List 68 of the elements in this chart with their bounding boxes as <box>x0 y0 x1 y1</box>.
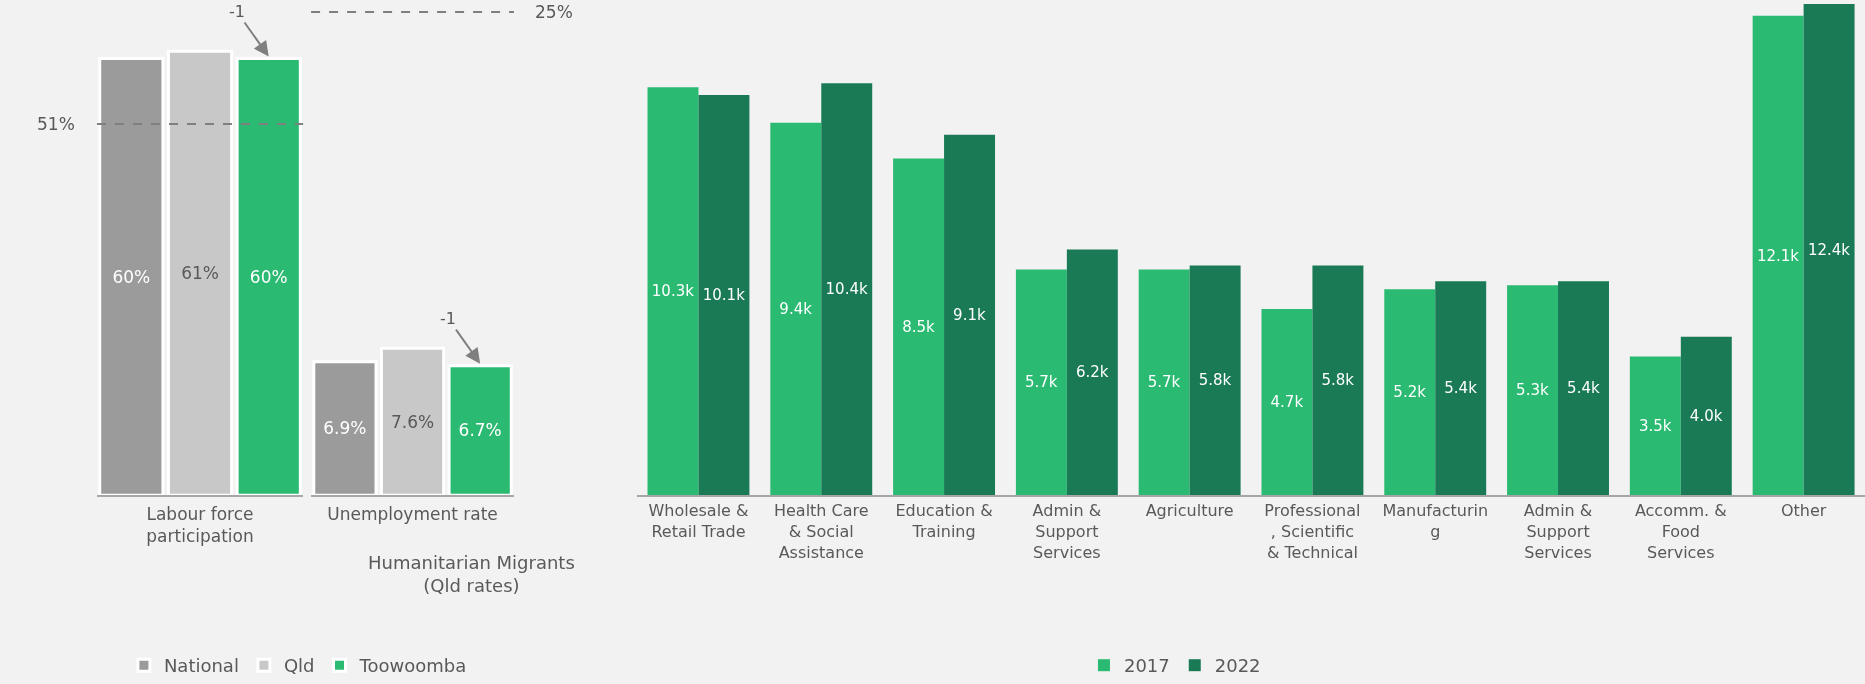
x-tick-label: Accomm. & Food Services <box>1634 501 1727 562</box>
data-label: 6.9% <box>323 418 367 439</box>
x-tick-label: Wholesale & Retail Trade <box>648 501 749 542</box>
bar <box>1066 249 1118 496</box>
legend-label: 2022 <box>1214 655 1261 677</box>
data-label: 6.7% <box>458 420 502 441</box>
data-label: 5.7k <box>1147 373 1181 392</box>
bar <box>1629 356 1681 496</box>
bar <box>1261 308 1313 496</box>
x-tick-label: Admin & Support Services <box>1523 501 1593 562</box>
data-label: 5.7k <box>1024 373 1058 392</box>
bar <box>770 122 822 496</box>
legend-label: National <box>163 655 239 677</box>
x-tick-label: Other <box>1780 501 1827 521</box>
data-label: 7.6% <box>390 411 435 432</box>
legend-label: Toowoomba <box>358 655 467 677</box>
data-label: 12.4k <box>1807 240 1851 259</box>
bar <box>1680 336 1732 496</box>
x-tick-label: Admin & Support Services <box>1032 501 1102 562</box>
data-label: 5.4k <box>1444 379 1478 398</box>
x-axis-title: Labour force participation <box>146 504 254 547</box>
x-tick-label: Professional, Scientific & Technical <box>1264 501 1361 562</box>
bar <box>1558 281 1609 496</box>
bar <box>1752 15 1804 496</box>
ref-line-label: 51% <box>37 114 75 134</box>
data-label: 12.1k <box>1756 246 1800 265</box>
bar <box>1312 265 1364 496</box>
bar <box>893 158 945 496</box>
data-label: 6.2k <box>1075 363 1109 382</box>
data-label: 5.8k <box>1198 371 1232 390</box>
bar <box>944 134 996 496</box>
bar <box>1138 269 1190 496</box>
data-label: 9.4k <box>779 299 813 318</box>
bar <box>1435 281 1487 496</box>
x-tick-label: Manufacturing <box>1382 501 1489 542</box>
bar <box>647 87 699 496</box>
data-label: 3.5k <box>1638 416 1672 435</box>
bar <box>1507 285 1559 496</box>
data-label: 10.4k <box>825 280 868 299</box>
x-tick-label: Education & Training <box>895 501 993 542</box>
bar <box>698 95 750 496</box>
bar <box>1384 289 1436 496</box>
x-tick-label: Health Care & Social Assistance <box>773 501 869 562</box>
bar <box>821 83 873 496</box>
data-label: 5.3k <box>1516 381 1549 400</box>
text: -1 <box>440 309 456 328</box>
bar <box>1803 3 1855 496</box>
data-label: 9.1k <box>953 305 986 324</box>
text: Humanitarian Migrants (Qld rates) <box>368 552 575 597</box>
data-label: 61% <box>181 263 219 284</box>
legend-label: Qld <box>283 655 315 677</box>
data-label: 60% <box>249 266 288 287</box>
text: -1 <box>229 2 245 21</box>
data-label: 60% <box>112 266 151 287</box>
data-label: 4.0k <box>1689 406 1723 425</box>
x-tick-label: Agriculture <box>1145 501 1234 521</box>
data-label: 10.1k <box>702 286 746 305</box>
data-label: 8.5k <box>902 317 936 336</box>
bar <box>1189 265 1241 496</box>
ref-line-label: 25% <box>535 2 573 22</box>
legend-label: 2017 <box>1123 655 1170 677</box>
data-label: 5.2k <box>1393 383 1427 402</box>
bar <box>1015 269 1067 496</box>
data-label: 5.4k <box>1567 379 1600 398</box>
data-label: 4.7k <box>1270 393 1304 412</box>
data-label: 10.3k <box>651 282 695 301</box>
data-label: 5.8k <box>1321 371 1355 390</box>
x-axis-title: Unemployment rate <box>327 504 498 525</box>
